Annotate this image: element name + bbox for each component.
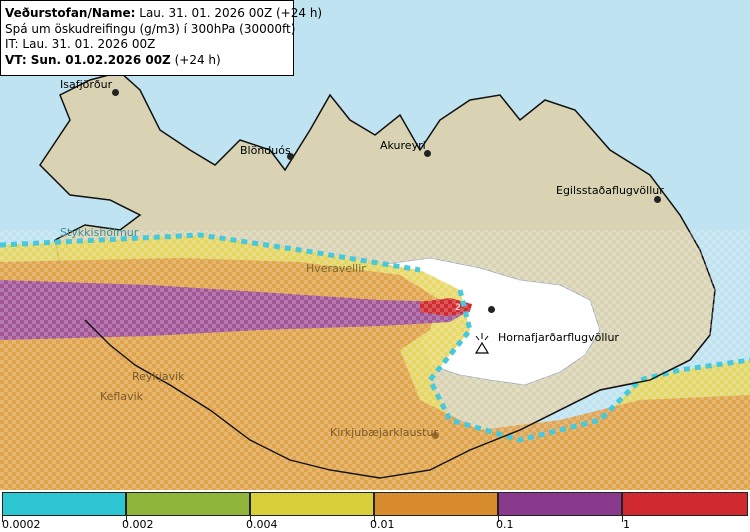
forecast-lead: (+24 h) [174,52,221,67]
city-label: Hveravellir [306,262,366,275]
concentration-legend: 0.0002 0.002 0.004 0.01 0.1 1 [0,490,750,532]
legend-tick [250,516,251,522]
city-marker [424,150,431,157]
city-marker [432,432,439,439]
legend-tick [622,516,623,522]
coastline-south [84,319,711,479]
legend-tick-label: 0.1 [496,518,514,531]
city-marker [112,89,119,96]
city-marker [488,306,495,313]
legend-tick-label: 0.01 [370,518,395,531]
map-canvas: 2 [0,71,750,490]
city-label: Kirkjubæjarklaustur [330,426,438,439]
legend-swatch-cyan [2,492,126,516]
legend-tick-label: 0.0002 [2,518,41,531]
city-label: Egilsstaðaflugvöllur [556,184,664,197]
city-label: Akureyri [380,139,426,152]
ash-band-cyan [0,232,750,443]
legend-tick-label: 0.002 [122,518,154,531]
city-marker [654,196,661,203]
city-label: Isafjörður [60,78,113,91]
product-description: Spá um öskudreifingu (g/m3) í 300hPa (30… [5,21,296,36]
issue-time: Lau. 31. 01. 2026 00Z (+24 h) [139,6,323,20]
legend-swatch-red [622,492,748,516]
legend-tick [498,516,499,522]
legend-tick [374,516,375,522]
legend-swatch-green [126,492,250,516]
legend-tick-label: 1 [623,518,630,531]
valid-time: VT: Sun. 01.02.2026 00Z [5,52,171,67]
legend-tick [126,516,127,522]
city-marker [287,153,294,160]
contour-label: 2 [455,303,461,313]
legend-tick [2,516,3,522]
ash-checker-overlay [0,230,750,490]
city-label: Hornafjarðarflugvöllur [498,331,619,344]
volcano-triangle-icon [474,333,490,354]
city-label: Keflavik [100,390,144,403]
city-label: Blönduós [240,144,291,157]
city-label: Reykjavik [132,370,185,383]
legend-swatch-orange [374,492,498,516]
legend-swatch-purple [498,492,622,516]
initial-time: IT: Lau. 31. 01. 2026 00Z [5,37,156,51]
legend-swatch-yellow [250,492,374,516]
producer-label: Veðurstofan/Name: [5,6,136,20]
city-label: Stykkishólmur [60,226,139,239]
legend-tick-label: 0.004 [246,518,278,531]
forecast-info-box: Veðurstofan/Name: Lau. 31. 01. 2026 00Z … [0,0,322,76]
